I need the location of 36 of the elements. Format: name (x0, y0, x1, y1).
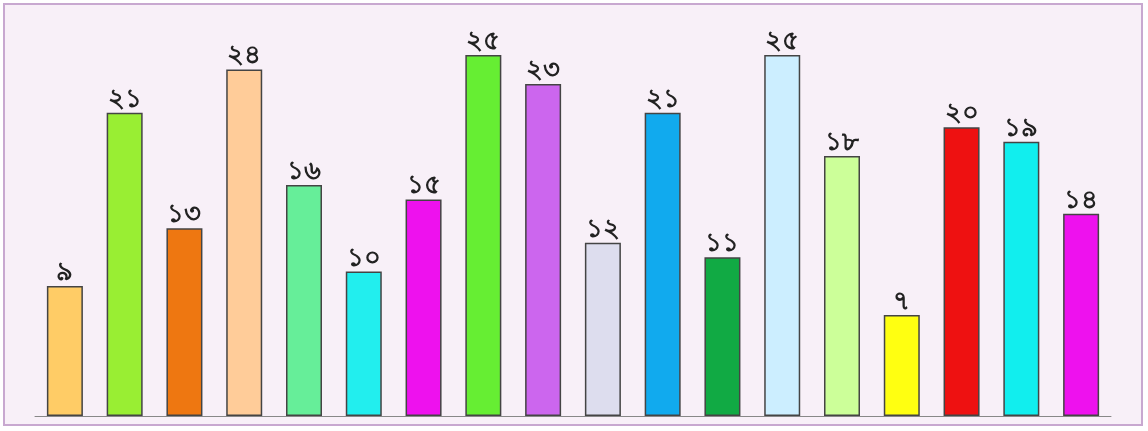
bar (824, 156, 860, 416)
bar (465, 55, 502, 416)
bar (704, 257, 741, 416)
data-label: ১৪ (1064, 183, 1099, 214)
data-label: ১৫ (406, 169, 441, 200)
data-label: ২৫ (466, 25, 501, 55)
data-label: ১৮ (825, 126, 860, 157)
bar (46, 286, 83, 416)
data-label: ২১ (107, 82, 142, 113)
bar (106, 112, 143, 416)
data-label: ২০ (944, 97, 979, 128)
data-label: ৯ (56, 256, 74, 287)
data-label: ২৫ (765, 25, 800, 55)
bar (166, 228, 203, 416)
bar (405, 199, 442, 416)
bar (943, 127, 980, 416)
bar (644, 112, 681, 416)
bar (286, 184, 322, 416)
bar (1003, 141, 1040, 416)
bar (883, 314, 920, 416)
bar (226, 69, 263, 416)
data-label: ৭ (893, 284, 911, 315)
bar (584, 242, 621, 416)
data-label: ২১ (645, 82, 680, 113)
data-label: ১১ (705, 227, 740, 258)
data-label: ২৪ (227, 39, 262, 70)
bar (345, 271, 382, 416)
bar (764, 55, 801, 416)
data-label: ১০ (346, 241, 381, 272)
data-label: ১২ (585, 212, 620, 243)
data-label: ২৩ (526, 53, 561, 84)
bar (1063, 213, 1100, 416)
data-label: ১৬ (287, 154, 321, 185)
data-label: ১৩ (167, 198, 202, 229)
data-label: ১৯ (1004, 111, 1039, 142)
bar (525, 83, 562, 416)
